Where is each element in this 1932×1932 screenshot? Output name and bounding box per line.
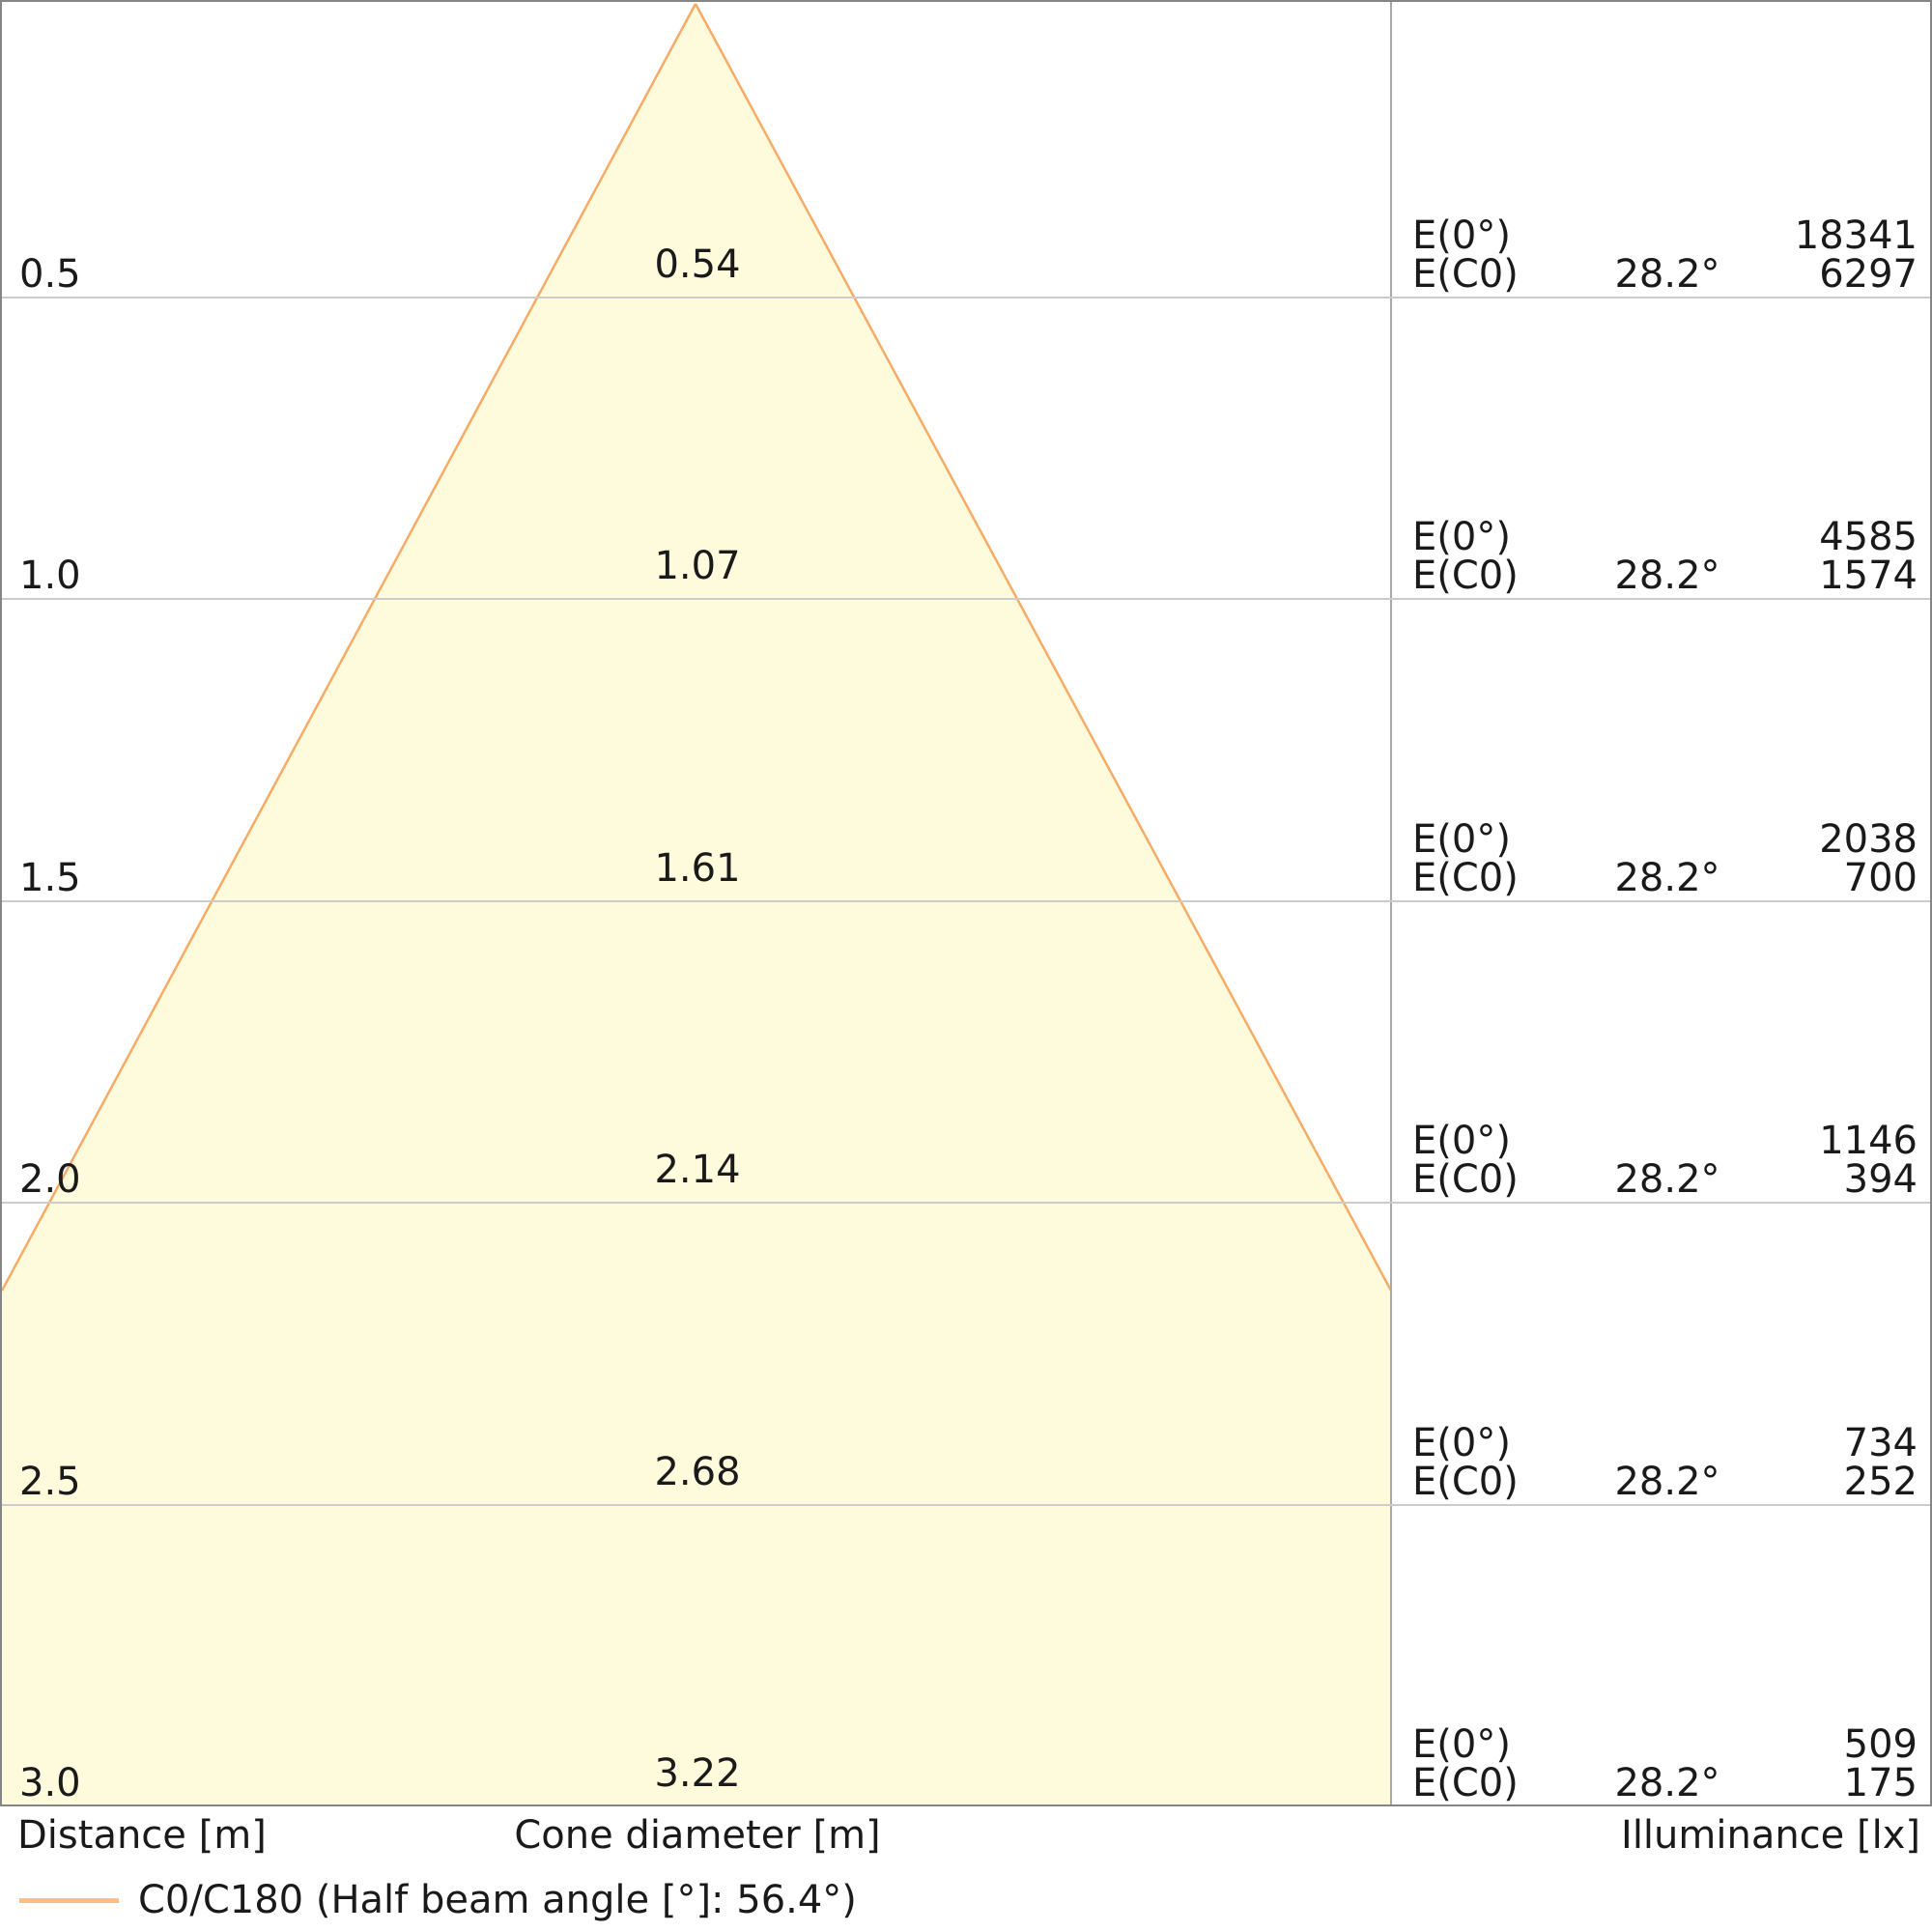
ec0-row: E(C0) 28.2° 700 [1392, 859, 1931, 897]
illuminance-axis-label: Illuminance [lx] [1621, 1813, 1920, 1858]
e0-value: 509 [1843, 1722, 1918, 1767]
ec0-angle: 28.2° [1614, 554, 1720, 598]
e0-label: E(0°) [1412, 1722, 1511, 1767]
illuminance-block: E(0°) 4585 E(C0) 28.2° 1574 [1392, 518, 1931, 599]
distance-tick-label: 2.5 [19, 1460, 81, 1504]
ec0-row: E(C0) 28.2° 394 [1392, 1160, 1931, 1199]
distance-gridline [2, 1202, 1930, 1204]
distance-gridline [2, 1504, 1930, 1506]
beam-edge-right-line [694, 3, 1391, 1292]
e0-label: E(0°) [1412, 515, 1511, 559]
distance-tick-label: 0.5 [19, 252, 81, 297]
distance-gridline [2, 900, 1930, 902]
cone-diameter-value: 2.14 [654, 1148, 741, 1192]
ec0-angle: 28.2° [1614, 1761, 1720, 1805]
ec0-label: E(C0) [1412, 1460, 1519, 1504]
legend: C0/C180 (Half beam angle [°]: 56.4°) [19, 1878, 857, 1922]
ec0-value: 700 [1843, 856, 1918, 900]
ec0-angle: 28.2° [1614, 1460, 1720, 1504]
e0-label: E(0°) [1412, 1421, 1511, 1465]
ec0-row: E(C0) 28.2° 252 [1392, 1463, 1931, 1501]
e0-row: E(0°) 1146 [1392, 1122, 1931, 1160]
e0-row: E(0°) 2038 [1392, 820, 1931, 859]
ec0-value: 252 [1843, 1460, 1918, 1504]
distance-tick-label: 3.0 [19, 1761, 81, 1805]
distance-axis-label: Distance [m] [17, 1813, 267, 1858]
legend-line-swatch [19, 1897, 119, 1903]
cone-diameter-value: 1.61 [654, 846, 741, 891]
distance-gridline [2, 598, 1930, 600]
ec0-label: E(C0) [1412, 1761, 1519, 1805]
e0-label: E(0°) [1412, 213, 1511, 258]
cone-diameter-value: 3.22 [654, 1751, 741, 1796]
ec0-label: E(C0) [1412, 252, 1519, 297]
illuminance-column-divider [1390, 2, 1392, 1804]
beam-cone-fill [2, 4, 1391, 1804]
distance-gridline [2, 297, 1930, 298]
e0-value: 4585 [1819, 515, 1918, 559]
illuminance-block: E(0°) 2038 E(C0) 28.2° 700 [1392, 820, 1931, 901]
ec0-angle: 28.2° [1614, 252, 1720, 297]
illuminance-block: E(0°) 18341 E(C0) 28.2° 6297 [1392, 216, 1931, 298]
ec0-label: E(C0) [1412, 554, 1519, 598]
distance-tick-label: 1.0 [19, 554, 81, 598]
e0-value: 734 [1843, 1421, 1918, 1465]
e0-label: E(0°) [1412, 817, 1511, 862]
e0-row: E(0°) 18341 [1392, 216, 1931, 255]
illuminance-block: E(0°) 509 E(C0) 28.2° 175 [1392, 1725, 1931, 1806]
e0-value: 2038 [1819, 817, 1918, 862]
beam-cone-shape [2, 3, 1391, 1804]
e0-row: E(0°) 509 [1392, 1725, 1931, 1764]
ec0-row: E(C0) 28.2° 175 [1392, 1764, 1931, 1803]
ec0-angle: 28.2° [1614, 856, 1720, 900]
e0-value: 1146 [1819, 1119, 1918, 1163]
illuminance-block: E(0°) 734 E(C0) 28.2° 252 [1392, 1424, 1931, 1505]
ec0-value: 175 [1843, 1761, 1918, 1805]
ec0-value: 1574 [1819, 554, 1918, 598]
ec0-value: 394 [1843, 1157, 1918, 1202]
cone-diameter-value: 2.68 [654, 1450, 741, 1494]
illuminance-block: E(0°) 1146 E(C0) 28.2° 394 [1392, 1122, 1931, 1203]
e0-value: 18341 [1794, 213, 1918, 258]
ec0-row: E(C0) 28.2° 6297 [1392, 255, 1931, 294]
e0-row: E(0°) 734 [1392, 1424, 1931, 1463]
ec0-angle: 28.2° [1614, 1157, 1720, 1202]
e0-label: E(0°) [1412, 1119, 1511, 1163]
distance-tick-label: 2.0 [19, 1157, 81, 1202]
chart-plot-area: 0.5 0.54 E(0°) 18341 E(C0) 28.2° 6297 1.… [0, 0, 1932, 1806]
cone-diameter-value: 0.54 [654, 242, 741, 287]
ec0-label: E(C0) [1412, 1157, 1519, 1202]
beam-edge-left-line [2, 3, 697, 1292]
ec0-value: 6297 [1819, 252, 1918, 297]
cone-diameter-value: 1.07 [654, 544, 741, 588]
ec0-row: E(C0) 28.2° 1574 [1392, 556, 1931, 595]
distance-tick-label: 1.5 [19, 856, 81, 900]
cone-diameter-axis-label: Cone diameter [m] [514, 1813, 881, 1858]
ec0-label: E(C0) [1412, 856, 1519, 900]
legend-label: C0/C180 (Half beam angle [°]: 56.4°) [138, 1878, 857, 1922]
e0-row: E(0°) 4585 [1392, 518, 1931, 556]
